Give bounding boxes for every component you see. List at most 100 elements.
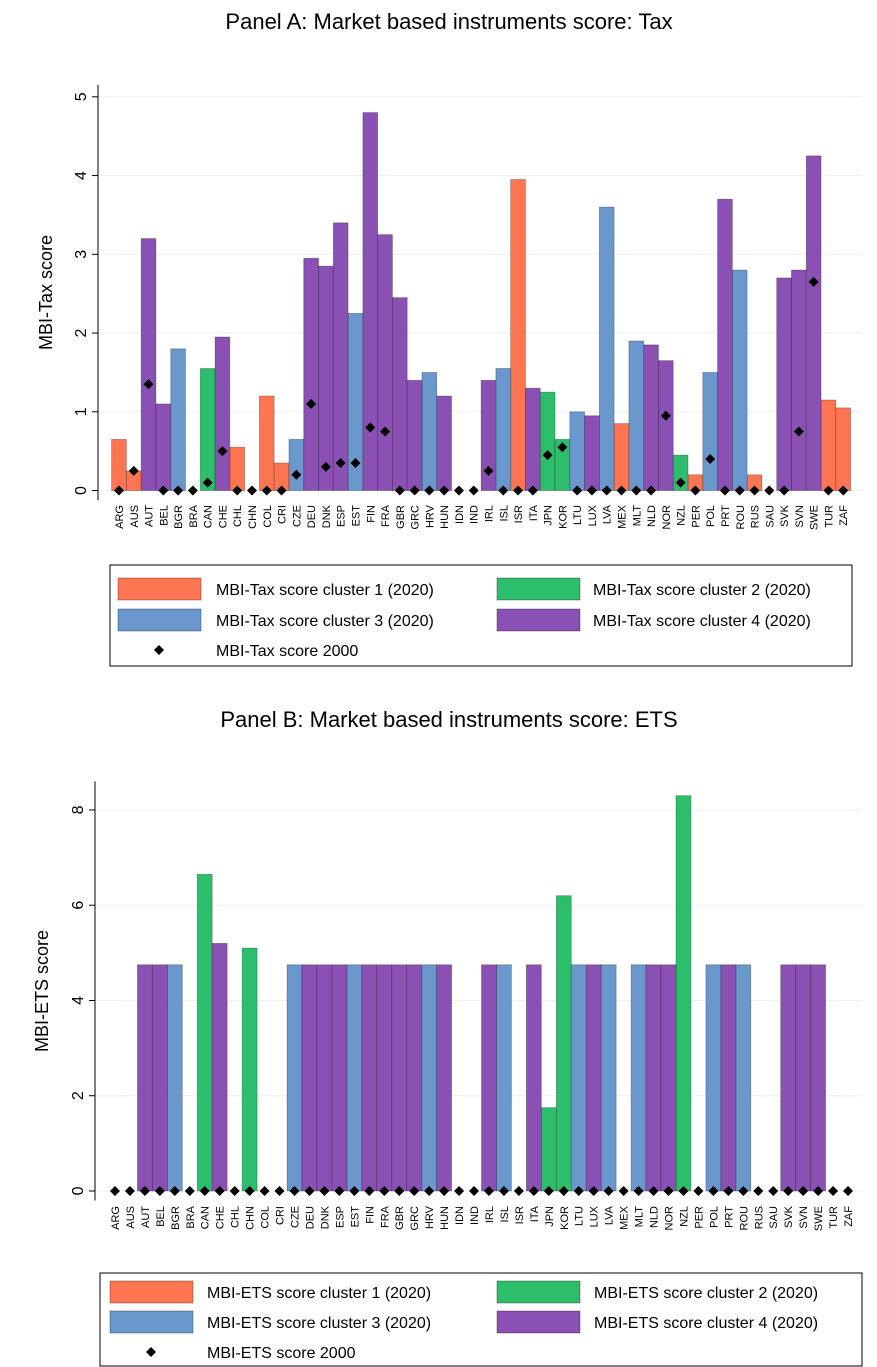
legend-label: MBI-ETS score cluster 3 (2020) bbox=[207, 1315, 431, 1332]
y-tick-label: 3 bbox=[73, 250, 90, 259]
x-tick-label: PRT bbox=[723, 1206, 735, 1228]
x-tick-label: BEL bbox=[155, 1206, 167, 1227]
bar bbox=[496, 964, 512, 1192]
marker-2000 bbox=[663, 1185, 674, 1196]
legend-swatch bbox=[117, 577, 202, 601]
bar bbox=[658, 360, 674, 491]
bar bbox=[705, 964, 722, 1192]
marker-2000 bbox=[229, 1185, 240, 1196]
bar bbox=[436, 395, 452, 491]
bar bbox=[288, 438, 305, 491]
marker-2000 bbox=[618, 1185, 629, 1196]
legend-label: MBI-Tax score cluster 1 (2020) bbox=[216, 582, 434, 599]
marker-2000 bbox=[779, 485, 790, 496]
marker-2000 bbox=[527, 485, 538, 496]
marker-2000 bbox=[128, 465, 139, 476]
marker-2000 bbox=[616, 485, 627, 496]
marker-2000 bbox=[173, 485, 184, 496]
y-tick-label: 4 bbox=[70, 996, 87, 1005]
marker-2000 bbox=[380, 426, 391, 437]
marker-2000 bbox=[793, 426, 804, 437]
marker-2000 bbox=[603, 1185, 614, 1196]
x-tick-label: ESP bbox=[334, 1206, 346, 1228]
y-tick-label: 1 bbox=[73, 407, 90, 416]
x-tick-label: LVA bbox=[602, 504, 614, 524]
x-tick-label: CHE bbox=[215, 1206, 227, 1229]
bar bbox=[643, 344, 659, 491]
x-tick-label: CRI bbox=[275, 1206, 287, 1225]
x-tick-label: FIN bbox=[365, 505, 377, 523]
x-tick-label: SVK bbox=[783, 1205, 795, 1228]
x-tick-label: MEX bbox=[617, 504, 629, 529]
marker-2000 bbox=[187, 485, 198, 496]
marker-2000 bbox=[154, 1185, 165, 1196]
x-tick-label: NLD bbox=[646, 505, 658, 527]
bar bbox=[675, 795, 692, 1192]
x-tick-label: CHL bbox=[232, 505, 244, 527]
x-tick-label: MLT bbox=[634, 1206, 646, 1227]
legend-label: MBI-ETS score 2000 bbox=[207, 1345, 356, 1362]
x-tick-label: CZE bbox=[291, 505, 303, 527]
bar bbox=[539, 391, 556, 491]
x-tick-label: EST bbox=[350, 505, 362, 527]
y-tick-label: 2 bbox=[73, 329, 90, 338]
marker-2000 bbox=[723, 1185, 734, 1196]
marker-2000 bbox=[379, 1185, 390, 1196]
marker-2000 bbox=[675, 477, 686, 488]
x-tick-label: DEU bbox=[306, 505, 318, 528]
bar bbox=[332, 222, 349, 491]
x-tick-label: FRA bbox=[380, 504, 392, 527]
bar bbox=[717, 198, 733, 491]
marker-2000 bbox=[244, 1185, 255, 1196]
marker-2000 bbox=[335, 457, 346, 468]
x-tick-label: MLT bbox=[631, 505, 643, 526]
x-tick-label: PRT bbox=[720, 505, 732, 527]
x-tick-label: ISL bbox=[498, 505, 510, 522]
legend-swatch bbox=[496, 608, 581, 632]
x-tick-label: SVN bbox=[794, 505, 806, 528]
marker-2000 bbox=[394, 1185, 405, 1196]
x-tick-label: BEL bbox=[158, 505, 170, 526]
x-tick-label: AUT bbox=[144, 505, 156, 527]
y-tick-label: 5 bbox=[73, 92, 90, 101]
marker-2000 bbox=[439, 485, 450, 496]
marker-2000 bbox=[513, 485, 524, 496]
legend-marker bbox=[146, 1347, 156, 1357]
x-tick-label: HRV bbox=[424, 1205, 436, 1229]
bar bbox=[795, 964, 812, 1192]
marker-2000 bbox=[109, 1185, 120, 1196]
marker-2000 bbox=[783, 1185, 794, 1196]
marker-2000 bbox=[631, 485, 642, 496]
marker-2000 bbox=[169, 1185, 180, 1196]
x-tick-label: ISR bbox=[514, 1206, 526, 1224]
bar bbox=[481, 964, 497, 1192]
bar bbox=[776, 277, 792, 491]
bar bbox=[137, 964, 153, 1192]
marker-2000 bbox=[572, 485, 583, 496]
x-tick-label: SWE bbox=[813, 1206, 825, 1231]
bar bbox=[555, 895, 572, 1192]
marker-2000 bbox=[753, 1185, 764, 1196]
marker-2000 bbox=[601, 485, 612, 496]
marker-2000 bbox=[738, 1185, 749, 1196]
x-tick-label: AUS bbox=[125, 1206, 137, 1229]
marker-2000 bbox=[528, 1185, 539, 1196]
x-tick-label: CAN bbox=[200, 1206, 212, 1229]
legend-label: MBI-Tax score cluster 2 (2020) bbox=[593, 582, 811, 599]
x-tick-label: POL bbox=[708, 1206, 720, 1228]
x-tick-label: BGR bbox=[173, 505, 185, 529]
marker-2000 bbox=[557, 442, 568, 453]
x-tick-label: PER bbox=[690, 505, 702, 528]
x-tick-label: LTU bbox=[572, 505, 584, 525]
bar bbox=[731, 269, 748, 491]
x-tick-label: EST bbox=[349, 1206, 361, 1228]
x-tick-label: CHL bbox=[230, 1206, 242, 1228]
chart-title: Panel A: Market based instruments score:… bbox=[225, 9, 672, 34]
y-axis-title: MBI-ETS score bbox=[32, 930, 52, 1052]
bar bbox=[229, 446, 246, 491]
x-tick-label: CHN bbox=[245, 1206, 257, 1230]
x-tick-label: ROU bbox=[735, 505, 747, 530]
bar bbox=[805, 155, 822, 491]
x-tick-label: LTU bbox=[574, 1206, 586, 1226]
marker-2000 bbox=[319, 1185, 330, 1196]
